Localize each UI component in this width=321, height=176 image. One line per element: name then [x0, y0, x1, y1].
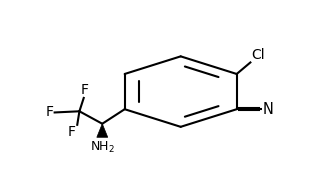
Text: F: F: [68, 125, 76, 139]
Text: Cl: Cl: [251, 48, 265, 62]
Text: F: F: [45, 105, 53, 120]
Text: F: F: [80, 83, 88, 97]
Text: NH$_2$: NH$_2$: [90, 140, 115, 155]
Polygon shape: [97, 124, 108, 137]
Text: N: N: [263, 102, 274, 117]
